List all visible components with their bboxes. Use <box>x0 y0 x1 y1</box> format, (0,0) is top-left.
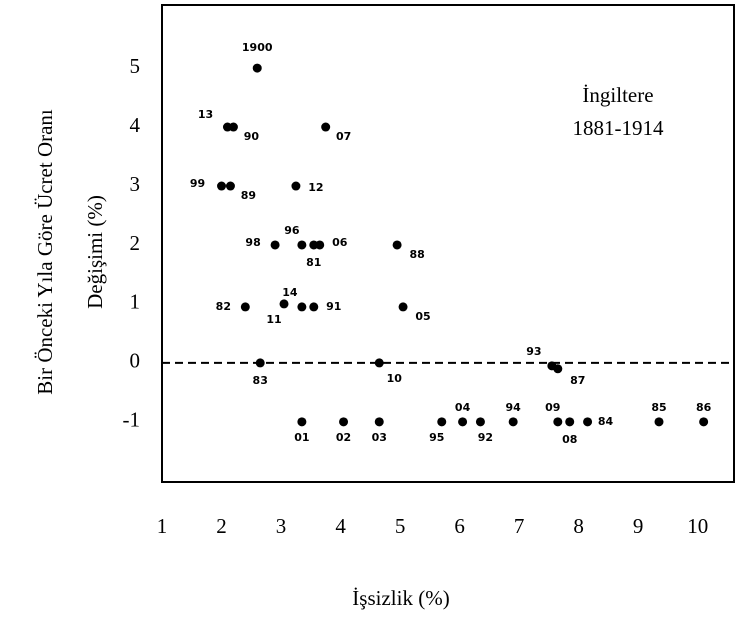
point <box>553 417 563 427</box>
point-label: 05 <box>415 310 430 323</box>
point-label: 90 <box>244 130 260 143</box>
point-label: 95 <box>429 431 444 444</box>
point-label: 84 <box>598 415 614 428</box>
point-label: 13 <box>198 108 213 121</box>
point-label: 86 <box>696 401 712 414</box>
point-label: 03 <box>372 431 387 444</box>
point <box>228 122 238 132</box>
x-tick-label: 6 <box>454 514 465 538</box>
y-tick-label: -1 <box>123 408 141 432</box>
point <box>309 302 319 312</box>
point <box>252 63 262 73</box>
point <box>339 417 349 427</box>
point-label: 91 <box>326 300 341 313</box>
point <box>315 240 325 250</box>
point <box>654 417 664 427</box>
x-tick-label: 7 <box>514 514 525 538</box>
point <box>392 240 402 250</box>
point <box>699 417 709 427</box>
x-tick-label: 10 <box>687 514 708 538</box>
point <box>475 417 485 427</box>
point-label: 89 <box>241 189 256 202</box>
annotation: 1881-1914 <box>573 116 664 140</box>
point-label: 88 <box>409 248 424 261</box>
point-label: 10 <box>387 372 403 385</box>
point-label: 06 <box>332 236 348 249</box>
point-label: 92 <box>478 431 493 444</box>
point <box>553 364 563 374</box>
point-label: 96 <box>284 224 300 237</box>
point <box>297 240 307 250</box>
y-axis-label: Bir Önceki Yıla Göre Ücret Oranı <box>33 109 57 395</box>
y-axis-label: Değişimi (%) <box>83 195 107 309</box>
point-label: 1900 <box>242 41 273 54</box>
point <box>321 122 331 132</box>
point-label: 09 <box>545 401 560 414</box>
point <box>374 417 384 427</box>
point <box>583 417 593 427</box>
point-label: 14 <box>282 286 298 299</box>
point-label: 81 <box>306 256 321 269</box>
point <box>225 181 235 191</box>
point-label: 94 <box>506 401 522 414</box>
point-label: 12 <box>308 181 323 194</box>
point-label: 02 <box>336 431 351 444</box>
point-label: 99 <box>190 177 205 190</box>
point-label: 04 <box>455 401 471 414</box>
x-tick-label: 5 <box>395 514 406 538</box>
y-tick-label: 5 <box>130 54 141 78</box>
x-tick-label: 2 <box>216 514 227 538</box>
point <box>565 417 575 427</box>
y-tick-label: 2 <box>130 231 141 255</box>
point <box>279 299 289 309</box>
point <box>217 181 227 191</box>
y-tick-label: 0 <box>130 349 141 373</box>
x-tick-label: 1 <box>157 514 168 538</box>
point <box>437 417 447 427</box>
point-label: 07 <box>336 130 351 143</box>
y-tick-label: 3 <box>130 172 141 196</box>
annotation: İngiltere <box>582 83 653 107</box>
point <box>297 417 307 427</box>
point <box>270 240 280 250</box>
plot-frame <box>161 4 735 483</box>
point-label: 01 <box>294 431 309 444</box>
point-label: 82 <box>216 300 231 313</box>
point-label: 98 <box>245 236 260 249</box>
x-tick-label: 3 <box>276 514 287 538</box>
point-label: 83 <box>253 374 268 387</box>
x-tick-label: 4 <box>335 514 346 538</box>
point-label: 93 <box>526 345 541 358</box>
point-label: 11 <box>266 313 281 326</box>
y-tick-label: 1 <box>130 290 141 314</box>
y-tick-label: 4 <box>130 113 141 137</box>
x-tick-label: 8 <box>573 514 584 538</box>
x-axis-label: İşsizlik (%) <box>352 586 449 610</box>
point <box>291 181 301 191</box>
point <box>297 302 307 312</box>
point <box>255 358 265 368</box>
point <box>374 358 384 368</box>
point <box>398 302 408 312</box>
point-label: 08 <box>562 433 577 446</box>
point <box>508 417 518 427</box>
point-label: 87 <box>570 374 585 387</box>
point <box>240 302 250 312</box>
point <box>458 417 468 427</box>
point-label: 85 <box>651 401 666 414</box>
x-tick-label: 9 <box>633 514 644 538</box>
